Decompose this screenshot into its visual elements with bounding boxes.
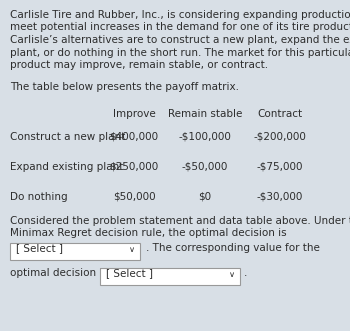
- Text: $0: $0: [198, 192, 211, 202]
- Text: Expand existing plant: Expand existing plant: [10, 162, 123, 171]
- Text: meet potential increases in the demand for one of its tire products.: meet potential increases in the demand f…: [10, 23, 350, 32]
- FancyBboxPatch shape: [100, 268, 240, 285]
- Text: .: .: [244, 268, 247, 278]
- Text: Carlisle’s alternatives are to construct a new plant, expand the existing: Carlisle’s alternatives are to construct…: [10, 35, 350, 45]
- Text: Construct a new plant: Construct a new plant: [10, 131, 125, 141]
- Text: The table below presents the payoff matrix.: The table below presents the payoff matr…: [10, 82, 239, 92]
- Text: $250,000: $250,000: [109, 162, 159, 171]
- Text: Do nothing: Do nothing: [10, 192, 68, 202]
- Text: -$30,000: -$30,000: [257, 192, 303, 202]
- Text: plant, or do nothing in the short run. The market for this particular tire: plant, or do nothing in the short run. T…: [10, 48, 350, 58]
- Text: product may improve, remain stable, or contract.: product may improve, remain stable, or c…: [10, 60, 268, 70]
- Text: Remain stable: Remain stable: [168, 109, 242, 119]
- Text: Carlisle Tire and Rubber, Inc., is considering expanding production to: Carlisle Tire and Rubber, Inc., is consi…: [10, 10, 350, 20]
- Text: ∨: ∨: [129, 245, 135, 254]
- Text: $50,000: $50,000: [113, 192, 155, 202]
- Text: -$75,000: -$75,000: [257, 162, 303, 171]
- Text: optimal decision is: optimal decision is: [10, 268, 108, 278]
- Text: Minimax Regret decision rule, the optimal decision is: Minimax Regret decision rule, the optima…: [10, 228, 287, 239]
- Text: -$200,000: -$200,000: [253, 131, 307, 141]
- Text: $400,000: $400,000: [110, 131, 159, 141]
- Text: Improve: Improve: [113, 109, 155, 119]
- Text: [ Select ]: [ Select ]: [106, 268, 153, 278]
- Text: [ Select ]: [ Select ]: [16, 243, 63, 253]
- Text: . The corresponding value for the: . The corresponding value for the: [146, 243, 320, 253]
- Text: -$50,000: -$50,000: [182, 162, 228, 171]
- Text: Considered the problem statement and data table above. Under the: Considered the problem statement and dat…: [10, 216, 350, 226]
- Text: ∨: ∨: [229, 270, 235, 279]
- Text: -$100,000: -$100,000: [178, 131, 231, 141]
- FancyBboxPatch shape: [10, 243, 140, 260]
- Text: Contract: Contract: [258, 109, 302, 119]
